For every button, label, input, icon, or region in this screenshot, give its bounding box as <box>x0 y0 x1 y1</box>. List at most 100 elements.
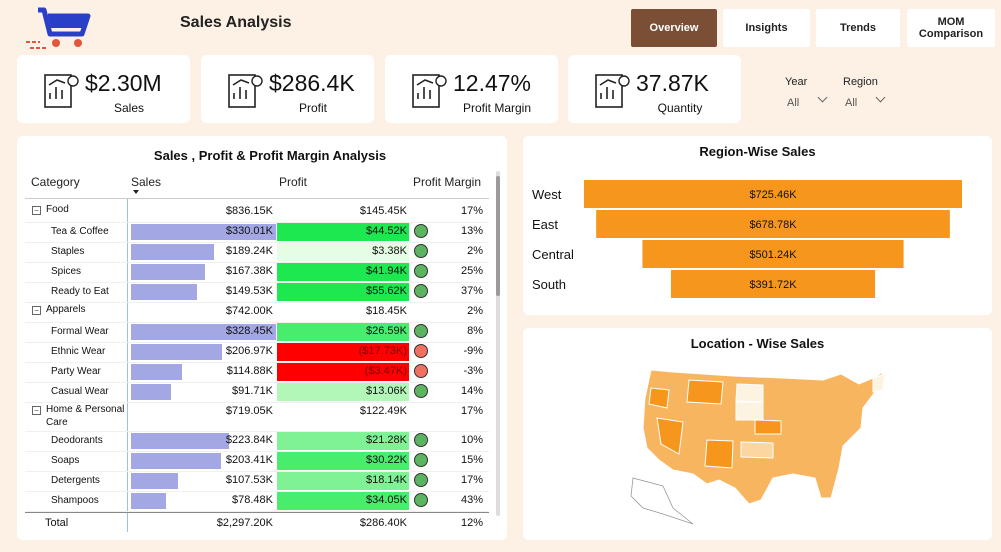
profit-value: $18.45K <box>366 305 407 317</box>
table-panel: Sales , Profit & Profit Margin Analysis … <box>17 136 507 540</box>
margin-value: 2% <box>467 305 483 317</box>
profit-value: $18.14K <box>366 474 407 486</box>
row-rule <box>25 382 489 383</box>
expand-icon: − <box>32 306 41 315</box>
kpi-value: 12.47% <box>453 70 532 96</box>
sales-value: $114.88K <box>226 365 273 377</box>
sales-bar <box>131 324 276 340</box>
profit-value: $44.52K <box>366 225 407 237</box>
profit-value: $30.22K <box>366 454 407 466</box>
total-profit: $286.40K <box>359 517 407 529</box>
row-rule <box>25 222 489 223</box>
nav-button[interactable]: Insights <box>723 9 810 47</box>
sales-bar <box>131 264 205 280</box>
sales-value: $91.71K <box>232 385 273 397</box>
margin-value: -3% <box>463 365 483 377</box>
icon-shape <box>251 75 263 87</box>
funnel-bar <box>670 270 876 298</box>
value-label: $725.46K <box>749 189 797 201</box>
expand-icon: − <box>32 406 41 415</box>
kpi-icon <box>595 74 630 108</box>
kpi-card: $2.30M Sales <box>17 55 190 123</box>
nav-button[interactable]: Overview <box>631 9 717 47</box>
kpi-icon-frame <box>44 74 79 108</box>
profit-cell <box>277 383 409 401</box>
margin-indicator <box>414 324 428 338</box>
margin-indicator <box>414 264 428 278</box>
sales-bar <box>131 473 179 489</box>
profit-cell <box>277 283 409 301</box>
expand-icon: − <box>32 206 41 215</box>
profit-cell <box>277 223 409 241</box>
sales-value: $78.48K <box>232 494 273 506</box>
profit-cell <box>277 323 409 341</box>
icon-shape <box>618 75 630 87</box>
row-rule <box>25 362 489 363</box>
profit-cell <box>277 243 409 261</box>
funnel-chart: West $725.46K East $678.78K Central $501.24K S… <box>532 180 962 298</box>
kpi-icon-frame <box>412 74 447 108</box>
margin-indicator <box>414 224 428 238</box>
total-sales: $2,297.20K <box>216 517 273 529</box>
icon-shape <box>412 74 440 108</box>
value-label: $391.72K <box>749 279 797 291</box>
category-label: East <box>532 217 558 232</box>
sales-bar <box>131 493 166 509</box>
nav-button[interactable]: Trends <box>816 9 900 47</box>
table-title: Sales , Profit & Profit Margin Analysis <box>153 148 387 163</box>
margin-indicator <box>414 364 428 378</box>
total-margin: 12% <box>460 517 483 529</box>
map-panel: Location - Wise Sales <box>523 328 992 540</box>
kpi-label: Profit Margin <box>462 101 532 115</box>
row-rule <box>25 431 489 432</box>
sales-value: $203.41K <box>225 454 273 466</box>
profit-value: $3.38K <box>372 245 407 257</box>
margin-indicator <box>414 473 428 487</box>
profit-cell <box>277 472 409 490</box>
kpi-icon <box>228 74 263 108</box>
item-label: Formal Wear <box>51 326 109 337</box>
profit-value: $145.45K <box>359 205 407 217</box>
sales-value: $206.97K <box>225 345 273 357</box>
item-label: Ethnic Wear <box>51 346 106 357</box>
sales-value: $328.45K <box>225 325 273 337</box>
kpi-icon-frame <box>595 74 630 108</box>
icon-shape <box>435 75 447 87</box>
profit-cell <box>277 263 409 281</box>
nav-button[interactable]: MOM Comparison <box>907 9 995 47</box>
group-label: Apparels <box>46 304 86 315</box>
region-title: Region-Wise Sales <box>699 144 816 159</box>
filter-value[interactable]: All <box>787 97 800 109</box>
kpi-value: 37.87K <box>636 70 709 96</box>
profit-value: $41.94K <box>366 265 407 277</box>
sales-bar <box>131 364 182 380</box>
row-rule <box>25 451 489 452</box>
margin-value: 17% <box>460 404 483 417</box>
profit-value: $55.62K <box>366 285 407 297</box>
icon-shape <box>44 74 72 108</box>
column-divider <box>127 198 128 532</box>
value-label: $501.24K <box>749 249 797 261</box>
row-rule <box>25 282 489 283</box>
sales-value: $719.05K <box>225 404 273 417</box>
filter-label: Region <box>843 76 878 88</box>
profit-value: $21.28K <box>366 434 407 446</box>
margin-value: 10% <box>460 434 483 446</box>
margin-value: 2% <box>467 245 483 257</box>
sales-value: $189.24K <box>225 245 273 257</box>
profit-value: ($3.47K) <box>364 365 407 377</box>
kpi-icon <box>412 74 447 108</box>
funnel-bar <box>642 240 904 268</box>
margin-indicator <box>414 344 428 358</box>
icon-shape <box>228 74 256 108</box>
category-label: South <box>532 277 566 292</box>
item-label: Detergents <box>51 475 100 486</box>
filter-value[interactable]: All <box>845 97 858 109</box>
sales-bar <box>131 344 223 360</box>
scroll-thumb <box>496 176 500 296</box>
logo <box>26 7 91 49</box>
profit-cell <box>277 452 409 470</box>
sales-bar <box>131 453 221 469</box>
margin-value: 13% <box>460 225 483 237</box>
